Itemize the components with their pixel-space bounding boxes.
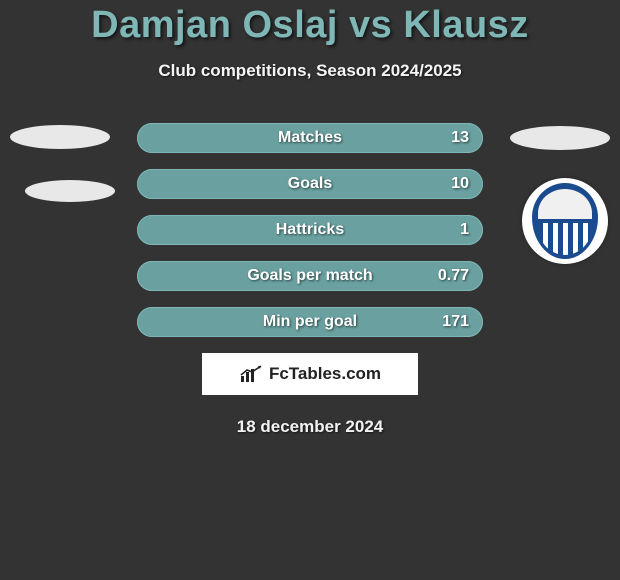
bar-label: Goals [137, 175, 483, 193]
stats-bars: Matches13 Goals10 Hattricks1 Goals per matc… [137, 123, 483, 337]
bar-value: 1 [460, 221, 469, 239]
stat-bar: Goals10 [137, 169, 483, 199]
player-left-avatar-placeholder [10, 125, 110, 149]
stat-bar: Min per goal171 [137, 307, 483, 337]
subtitle: Club competitions, Season 2024/2025 [0, 61, 620, 81]
brand-text: FcTables.com [269, 364, 381, 384]
bar-label: Goals per match [137, 267, 483, 285]
brand-badge: FcTables.com [202, 353, 418, 395]
player-right-avatar-placeholder [510, 126, 610, 150]
stat-bar: Goals per match0.77 [137, 261, 483, 291]
bar-label: Min per goal [137, 313, 483, 331]
bar-value: 13 [451, 129, 469, 147]
stat-bar: Hattricks1 [137, 215, 483, 245]
bar-value: 171 [442, 313, 469, 331]
page-title: Damjan Oslaj vs Klausz [0, 4, 620, 47]
bar-value: 10 [451, 175, 469, 193]
bar-label: Hattricks [137, 221, 483, 239]
shield-icon [532, 183, 598, 259]
bar-value: 0.77 [438, 267, 469, 285]
date-text: 18 december 2024 [0, 417, 620, 437]
club-logo [522, 178, 608, 264]
player-left-club-placeholder [25, 180, 115, 202]
stat-bar: Matches13 [137, 123, 483, 153]
chart-icon [239, 365, 263, 383]
bar-label: Matches [137, 129, 483, 147]
